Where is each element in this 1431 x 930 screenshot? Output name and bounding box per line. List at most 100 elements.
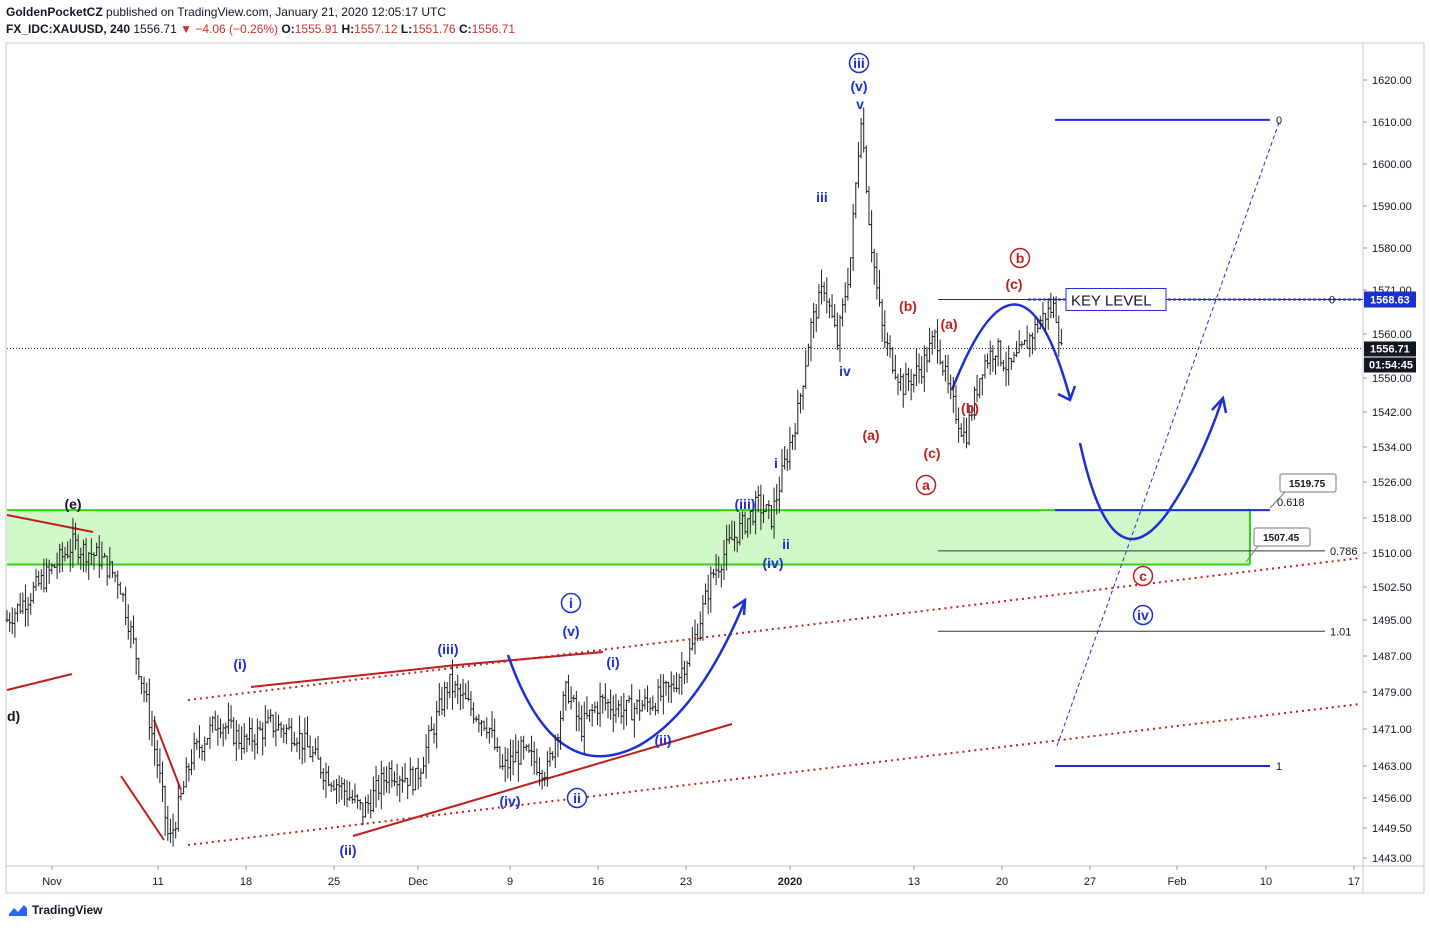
price-tick-label: 1526.00	[1372, 477, 1412, 489]
countdown-text: 01:54:45	[1369, 359, 1413, 371]
wave-label-iii-sub: (iii)	[735, 496, 756, 512]
projection-label-0: 0	[1276, 115, 1282, 127]
wave-label-iv-minor: (iv)	[500, 793, 521, 809]
high-value: 1557.12	[354, 22, 398, 36]
last-price: 1556.71	[133, 22, 177, 36]
price-tick-label: 1479.00	[1372, 687, 1412, 699]
wave-label-ii-minor: (ii)	[339, 842, 356, 858]
wave-label-iv-circled: iv	[1137, 607, 1149, 623]
price-tick-label: 1449.50	[1372, 823, 1412, 835]
key-level-box	[1065, 287, 1167, 311]
drawing-lines: 0.786 1.01 KEY LEVEL 0 0 0.618 1 1519.75 1507.45	[6, 115, 1363, 846]
high-label: H:	[341, 22, 355, 36]
time-tick-label: Dec	[408, 876, 428, 888]
wave-label-d: d)	[7, 708, 20, 724]
callout-150745-text: 1507.45	[1263, 533, 1300, 544]
time-tick-label: Feb	[1168, 876, 1187, 888]
fib-label-0786: 0.786	[1330, 546, 1358, 558]
callout-151975-pointer	[1269, 491, 1286, 509]
last-price-badge	[1364, 341, 1416, 357]
countdown-badge	[1364, 357, 1416, 373]
arc-arrow-path	[950, 303, 1072, 399]
symbol-label[interactable]: FX_IDC:XAUUSD, 240	[6, 22, 131, 36]
wave-label-iii-minor: (iii)	[438, 641, 459, 657]
wave-label-a-circled: a	[922, 477, 930, 493]
callout-150745-box	[1253, 527, 1311, 547]
wave-label-i-small: i	[774, 455, 778, 471]
wave-label-v-small: v	[856, 96, 864, 112]
price-tick-label: 1456.00	[1372, 793, 1412, 805]
time-tick-label: 16	[592, 876, 604, 888]
wave-label-b-red: (b)	[899, 298, 917, 314]
wave-label-iii-small: iii	[816, 189, 828, 205]
red-channel-line	[187, 557, 1361, 701]
price-tick-label: 1560.00	[1372, 329, 1412, 341]
price-tick-label: 1590.00	[1372, 201, 1412, 213]
projection-label-0618: 0.618	[1277, 497, 1305, 509]
support-zone-layer	[7, 509, 1251, 566]
wave-label-a-circled-circle	[915, 474, 937, 496]
time-tick-label: 18	[240, 876, 252, 888]
wave-label-c-red-2: (c)	[1005, 276, 1022, 292]
wave-label-ii-small: ii	[782, 536, 790, 552]
tradingview-footer[interactable]: TradingView	[8, 903, 102, 917]
wave-label-iv-sub: (iv)	[763, 555, 784, 571]
price-axis: 1620.001610.001600.001590.001580.001571.…	[1363, 75, 1416, 865]
callout-150745-pointer	[1245, 545, 1259, 563]
ohlc-line: FX_IDC:XAUUSD, 240 1556.71 ▼ −4.06 (−0.2…	[6, 21, 1406, 38]
price-tick-label: 1580.00	[1372, 243, 1412, 255]
last-price-text: 1556.71	[1370, 343, 1410, 355]
close-label: C:	[458, 22, 472, 36]
open-label: O:	[281, 22, 295, 36]
price-tick-label: 1620.00	[1372, 75, 1412, 87]
close-value: 1556.71	[471, 22, 515, 36]
chart-border	[5, 42, 1425, 894]
u-arrow-path	[1078, 399, 1224, 541]
time-tick-label: Nov	[42, 876, 62, 888]
tradingview-logo-icon	[9, 905, 27, 916]
wave-label-iv-circled-circle	[1132, 604, 1154, 626]
price-tick-label: 1542.00	[1372, 407, 1412, 419]
wave-label-v-minor-top: (v)	[850, 78, 867, 94]
u-arrow-head	[1211, 395, 1228, 414]
red-trendline	[6, 514, 94, 533]
wave-label-ii-sub: (ii)	[654, 732, 671, 748]
key-level-price-text: 1568.63	[1370, 294, 1410, 306]
callout-151975-box	[1279, 473, 1337, 493]
published-text: published on TradingView.com, January 21…	[106, 5, 447, 19]
cup-arrow-path	[506, 602, 746, 758]
wave-label-c-circled: c	[1139, 568, 1147, 584]
red-trendline	[456, 651, 604, 666]
price-tick-label: 1534.00	[1372, 442, 1412, 454]
time-tick-label: 17	[1348, 876, 1360, 888]
key-level-text: KEY LEVEL	[1071, 292, 1152, 309]
time-tick-label: 13	[908, 876, 920, 888]
chart-frame	[5, 42, 1425, 894]
candlestick-series	[5, 107, 1063, 847]
price-tick-label: 1495.00	[1372, 615, 1412, 627]
fib-label-0: 0	[1329, 294, 1335, 306]
time-axis: Nov 11 18 25 Dec 9 16 23 2020 13 20 27 Feb 10 17	[42, 866, 1360, 888]
wave-label-a-red-2: (a)	[940, 316, 957, 332]
price-tick-label: 1518.00	[1372, 513, 1412, 525]
wave-label-i-circled-circle	[560, 592, 582, 614]
price-change: ▼ −4.06 (−0.26%)	[180, 22, 279, 36]
time-tick-label: 23	[680, 876, 692, 888]
red-channel-line	[187, 703, 1361, 846]
wave-label-ii-circled-circle	[566, 787, 588, 809]
price-tick-label: 1502.50	[1372, 582, 1412, 594]
wave-label-ii-circled: ii	[573, 790, 581, 806]
price-tick-label: 1471.00	[1372, 724, 1412, 736]
support-zone	[7, 510, 1250, 565]
price-tick-label: 1610.00	[1372, 117, 1412, 129]
author-name[interactable]: GoldenPocketCZ	[6, 5, 103, 19]
wave-label-b-circled-circle	[1009, 247, 1031, 269]
wave-label-c-red: (c)	[923, 445, 940, 461]
wave-label-iv-small: iv	[839, 363, 851, 379]
callout-151975-text: 1519.75	[1289, 479, 1326, 490]
time-tick-label: 27	[1084, 876, 1096, 888]
key-level-price-badge	[1364, 291, 1416, 308]
arc-arrow-head	[1057, 385, 1077, 402]
wave-label-a-red: (a)	[862, 427, 879, 443]
